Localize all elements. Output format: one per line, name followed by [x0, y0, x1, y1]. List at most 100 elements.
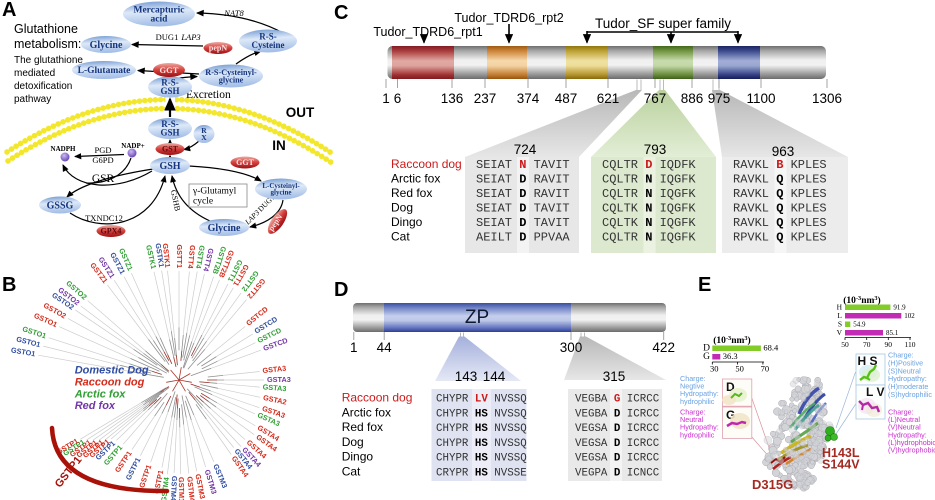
- svg-text:886: 886: [681, 91, 704, 106]
- svg-text:GSTM4: GSTM4: [185, 476, 197, 500]
- svg-text:OUT: OUT: [286, 105, 315, 120]
- svg-text:GSH: GSH: [159, 161, 180, 172]
- svg-text:GSSG: GSSG: [47, 200, 74, 211]
- svg-text:V: V: [837, 328, 843, 337]
- svg-text:Domestic Dog: Domestic Dog: [75, 365, 149, 377]
- svg-text:Glutathione: Glutathione: [14, 22, 78, 36]
- svg-text:D: D: [334, 279, 348, 301]
- svg-text:Charge:: Charge:: [888, 351, 914, 360]
- svg-text:GSTP1: GSTP1: [137, 463, 153, 489]
- svg-text:Raccoon dog: Raccoon dog: [342, 391, 413, 405]
- svg-text:102: 102: [904, 312, 915, 320]
- svg-text:70: 70: [863, 340, 871, 349]
- svg-text:GSR: GSR: [92, 173, 115, 185]
- svg-text:GSTO1: GSTO1: [10, 345, 36, 358]
- svg-text:(S)hydrophilic: (S)hydrophilic: [888, 390, 932, 399]
- svg-text:TXNDC12: TXNDC12: [85, 213, 123, 223]
- svg-text:Red fox: Red fox: [342, 420, 383, 434]
- svg-text:acid: acid: [151, 15, 169, 25]
- svg-text:GSTK1: GSTK1: [161, 243, 172, 268]
- svg-text:724: 724: [514, 142, 537, 157]
- svg-text:Cat: Cat: [342, 465, 361, 479]
- svg-text:136: 136: [441, 91, 464, 106]
- svg-text:(10-3nm3): (10-3nm3): [843, 295, 880, 306]
- svg-text:(L)Neutral: (L)Neutral: [888, 415, 920, 424]
- svg-text:Glycine: Glycine: [90, 40, 123, 51]
- svg-text:Raccoon dog: Raccoon dog: [391, 157, 462, 171]
- svg-text:90: 90: [885, 340, 893, 349]
- svg-text:PGD: PGD: [94, 145, 111, 155]
- svg-text:GSTK1: GSTK1: [154, 243, 167, 268]
- svg-text:975: 975: [708, 91, 731, 106]
- svg-text:Red fox: Red fox: [391, 186, 432, 200]
- svg-text:487: 487: [555, 91, 578, 106]
- svg-text:300: 300: [560, 340, 583, 355]
- svg-text:(S)Neutral: (S)Neutral: [888, 366, 921, 375]
- svg-text:glycine: glycine: [271, 189, 292, 197]
- svg-text:68.4: 68.4: [763, 343, 779, 353]
- svg-text:50: 50: [735, 364, 744, 374]
- svg-text:GSTM1: GSTM1: [177, 477, 186, 500]
- svg-text:GST: GST: [162, 145, 179, 154]
- svg-text:ZP: ZP: [465, 307, 489, 328]
- svg-text:L: L: [837, 311, 842, 320]
- svg-text:detoxification: detoxification: [14, 81, 72, 92]
- svg-text:H143L: H143L: [822, 446, 860, 460]
- svg-text:R-S-: R-S-: [161, 78, 179, 88]
- svg-text:36.3: 36.3: [723, 351, 738, 361]
- svg-text:R-S-: R-S-: [161, 119, 179, 129]
- svg-text:GSTM4: GSTM4: [169, 476, 179, 500]
- svg-text:Hydropathy:: Hydropathy:: [680, 423, 719, 432]
- svg-text:D: D: [726, 380, 735, 394]
- svg-text:A: A: [2, 0, 16, 21]
- svg-text:Neutral: Neutral: [680, 415, 704, 424]
- svg-text:767: 767: [644, 91, 667, 106]
- svg-text:γ-Glutamyl: γ-Glutamyl: [192, 187, 237, 197]
- svg-text:Negtive: Negtive: [680, 382, 704, 391]
- svg-text:mediated: mediated: [14, 68, 55, 79]
- svg-text:85.1: 85.1: [886, 329, 899, 337]
- svg-text:GSH: GSH: [160, 86, 179, 96]
- svg-text:S144V: S144V: [822, 458, 860, 472]
- svg-text:(H)moderate: (H)moderate: [888, 382, 928, 391]
- svg-text:D: D: [703, 344, 710, 354]
- svg-text:D315G: D315G: [752, 477, 793, 492]
- svg-text:H: H: [837, 303, 843, 312]
- svg-text:315: 315: [603, 369, 626, 384]
- svg-text:GPX4: GPX4: [101, 227, 122, 236]
- svg-text:glycine: glycine: [219, 76, 244, 85]
- svg-text:44: 44: [377, 340, 393, 355]
- svg-text:6: 6: [394, 91, 402, 106]
- svg-text:(L)hydrophobic: (L)hydrophobic: [888, 438, 935, 447]
- svg-text:Dog: Dog: [391, 201, 413, 215]
- svg-text:Dog: Dog: [342, 435, 364, 449]
- svg-text:H S: H S: [858, 354, 878, 368]
- svg-text:NAT8: NAT8: [223, 8, 244, 18]
- svg-text:E: E: [698, 274, 711, 296]
- svg-text:hydrophilic: hydrophilic: [680, 430, 715, 439]
- svg-text:Raccoon dog: Raccoon dog: [75, 377, 145, 389]
- svg-text:422: 422: [652, 340, 675, 355]
- svg-text:Excretion: Excretion: [186, 89, 231, 101]
- svg-text:(V)hydrophobic: (V)hydrophobic: [888, 446, 935, 455]
- svg-text:S: S: [838, 320, 842, 329]
